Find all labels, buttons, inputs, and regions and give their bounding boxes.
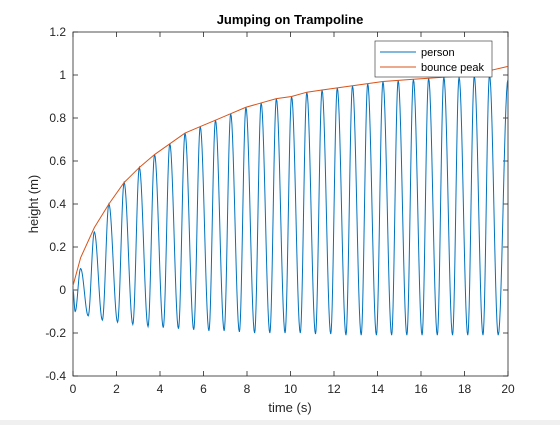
x-tick-label: 16 (414, 382, 428, 396)
x-tick-label: 0 (70, 382, 77, 396)
chart-title: Jumping on Trampoline (217, 12, 364, 27)
y-tick-label: 1 (59, 68, 66, 82)
y-axis-label: height (m) (26, 175, 41, 234)
y-tick-label: 1.2 (49, 25, 66, 39)
series-line-bounce-peak (72, 65, 509, 286)
x-axis-label: time (s) (268, 400, 311, 415)
x-tick-label: 14 (371, 382, 385, 396)
legend-box (374, 40, 493, 78)
y-tick-label: 0.8 (49, 111, 66, 125)
y-tick-label: 0.4 (49, 197, 66, 211)
x-tick-label: 4 (157, 382, 164, 396)
y-tick-label: -0.2 (45, 326, 66, 340)
legend-label: person (421, 47, 455, 59)
x-tick-label: 2 (113, 382, 120, 396)
plot-area: 0 2 4 6 8 10 12 14 16 18 20 -0.4 -0.2 0 0.2 0.4 0.6 0.8 1 1… (45, 25, 515, 396)
x-tick-label: 6 (200, 382, 207, 396)
y-tick-label: 0.6 (49, 154, 66, 168)
x-tick-label: 12 (327, 382, 341, 396)
x-tick-label: 10 (284, 382, 298, 396)
x-tick-label: 18 (458, 382, 472, 396)
y-tick-label: -0.4 (45, 369, 66, 383)
series-line-person (72, 74, 509, 336)
legend-label: bounce peak (421, 62, 484, 74)
x-tick-label: 8 (244, 382, 251, 396)
y-tick-label: 0 (59, 283, 66, 297)
y-tick-label: 0.2 (49, 240, 66, 254)
x-tick-label: 20 (501, 382, 515, 396)
